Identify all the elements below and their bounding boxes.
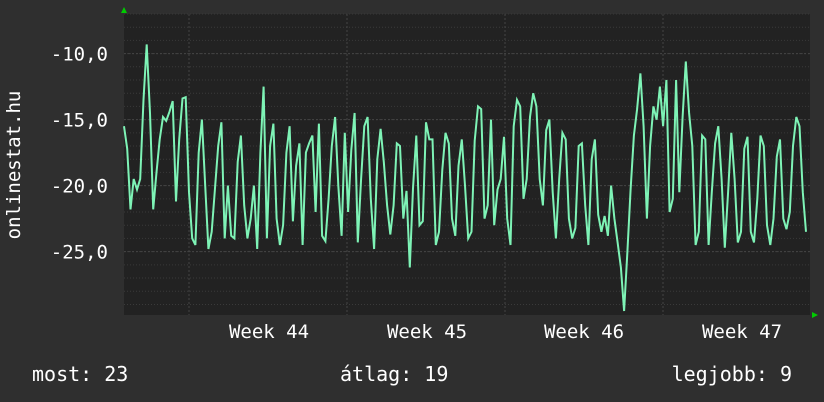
current-value-label: most: 23 [32, 362, 129, 386]
best-value-label: legjobb: 9 [671, 362, 792, 386]
plot-area [124, 14, 810, 315]
x-axis-ticks: Week 44 Week 45 Week 46 Week 47 [229, 321, 782, 343]
series-line [123, 44, 807, 312]
x-tick-label: Week 46 [544, 321, 624, 343]
x-tick-label: Week 45 [387, 321, 467, 343]
x-axis-arrow-icon [812, 312, 818, 318]
y-tick-label: -25,0 [51, 242, 108, 264]
y-tick-label: -10,0 [51, 44, 108, 66]
y-tick-label: -20,0 [51, 176, 108, 198]
y-axis-arrow-icon [121, 7, 127, 13]
x-tick-label: Week 47 [702, 321, 782, 343]
average-value-label: átlag: 19 [340, 362, 449, 386]
y-tick-label: -15,0 [51, 110, 108, 132]
y-axis-ticks: -25,0 -20,0 -15,0 -10,0 [51, 44, 108, 264]
y-axis-label: onlinestat.hu [3, 91, 25, 240]
x-tick-label: Week 44 [229, 321, 309, 343]
